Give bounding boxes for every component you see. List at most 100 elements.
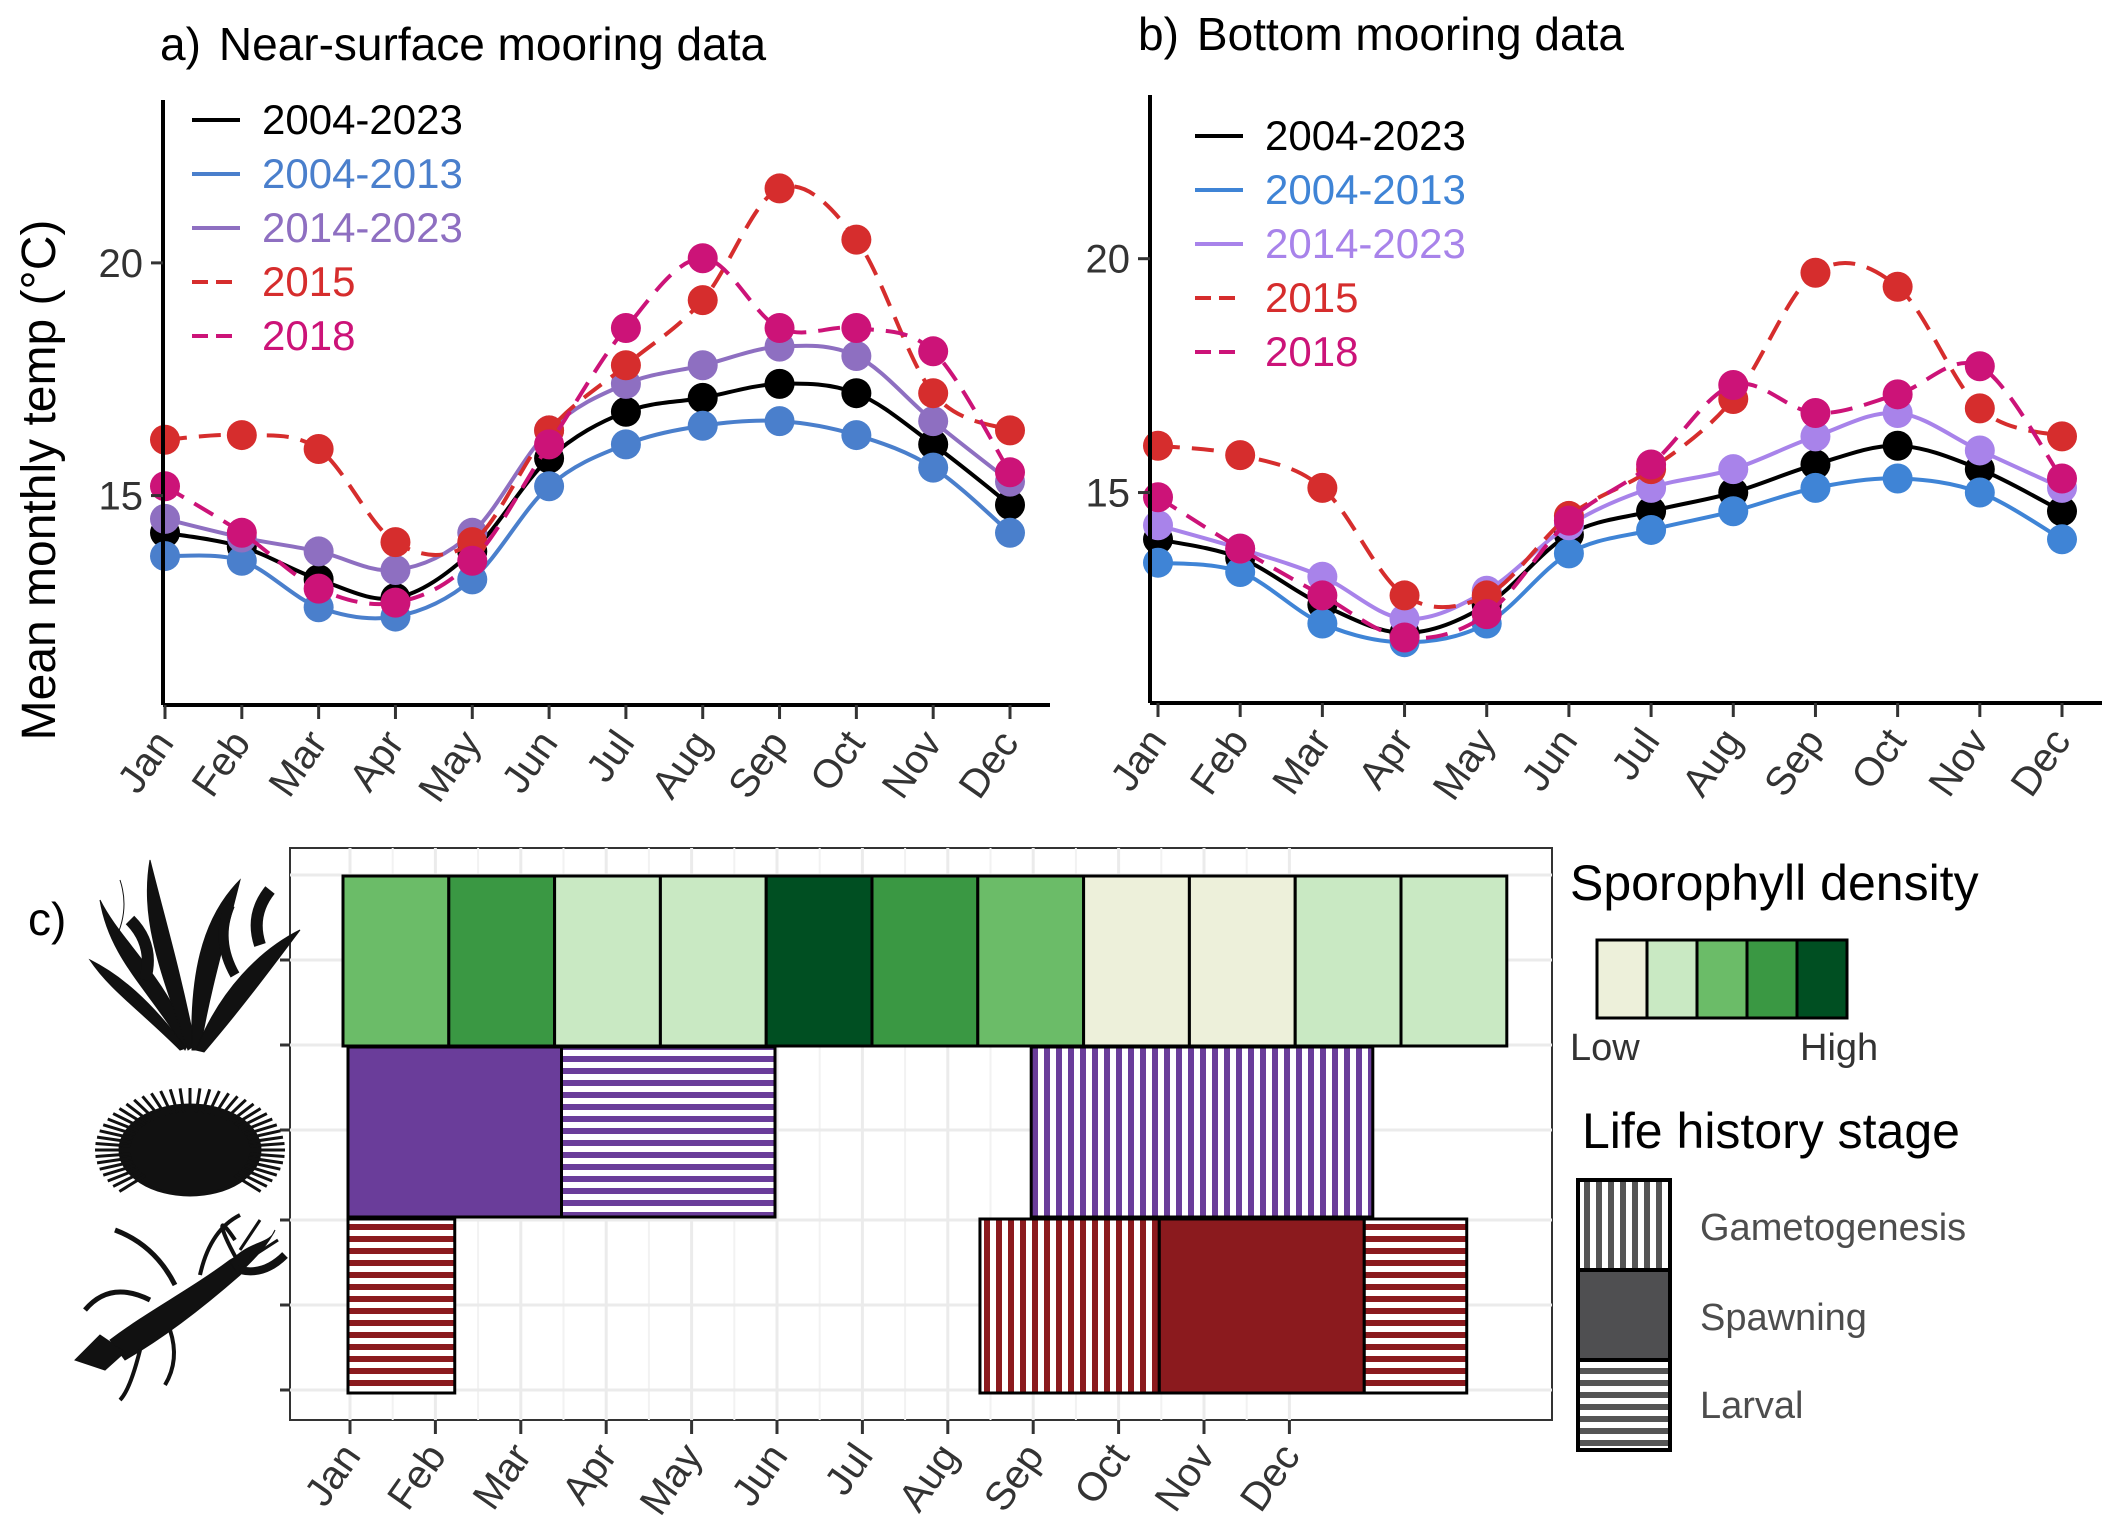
data-point-2004-2013-Feb (226, 545, 257, 576)
data-point-2014-2023-Apr (380, 555, 411, 586)
x-tick-label-May: May (410, 723, 489, 810)
series-line-2004-2023 (164, 381, 1012, 601)
density-swatch-5 (1795, 938, 1849, 1020)
data-point-2014-2023-Oct (841, 340, 872, 371)
data-point-2018-Sep (1800, 398, 1831, 429)
data-point-2018-Aug (687, 243, 718, 274)
legend-label-2015: 2015 (262, 258, 355, 305)
kelp-density-tile-6 (870, 874, 980, 1048)
data-point-2018-Nov (1964, 351, 1995, 382)
series-2004-2023 (150, 368, 1025, 613)
data-point-2018-Nov (918, 336, 949, 367)
data-point-2014-2023-Mar (303, 536, 334, 567)
legend-label-2014-2023: 2014-2023 (262, 204, 463, 251)
stage-block-urchin-Gametogenesis-2 (1029, 1045, 1375, 1219)
data-point-2015-Feb (226, 420, 257, 451)
x-tick-label-Oct: Oct (802, 723, 874, 799)
x-tick-label-Aug: Aug (643, 723, 720, 807)
data-point-2004-2013-Nov (918, 452, 949, 483)
urchin-spine (237, 1170, 268, 1188)
data-point-2018-Oct (841, 313, 872, 344)
x-tick-label-Oct: Oct (1843, 721, 1915, 797)
data-point-2004-2013-Oct (841, 420, 872, 451)
data-point-2014-2023-Jan (1143, 510, 1173, 541)
panel-b-plot (1143, 257, 2077, 658)
urchin-spine (201, 1088, 212, 1114)
x-tick-label-c-Nov: Nov (1147, 1436, 1224, 1520)
data-point-2018-Jul (610, 313, 641, 344)
urchin-spine (246, 1129, 281, 1140)
y-tick-label-15: 15 (99, 475, 144, 519)
stage-block-urchin-Larval-1 (560, 1045, 777, 1219)
urchin-spine (102, 1164, 136, 1177)
x-tick-label-c-May: May (632, 1436, 711, 1523)
x-tick-label-c-Apr: Apr (554, 1436, 626, 1512)
x-tick-label-Dec: Dec (951, 723, 1028, 807)
x-tick-label-Sep: Sep (720, 723, 797, 807)
urchin-spine (248, 1135, 284, 1144)
data-point-2015-Dec (2047, 421, 2077, 452)
data-point-2015-Jul (610, 350, 641, 381)
data-point-2004-2023-Oct (841, 378, 872, 409)
data-point-2018-Oct (1882, 379, 1913, 410)
legend-label-2004-2013: 2004-2013 (262, 150, 463, 197)
data-point-2015-Mar (1307, 472, 1338, 503)
x-tick-label-Feb: Feb (1182, 721, 1258, 803)
kelp-density-tile-10 (1293, 874, 1403, 1048)
data-point-2018-Dec (995, 457, 1025, 488)
urchin-spine (141, 1095, 162, 1119)
data-point-2014-2023-Aug (1718, 454, 1749, 485)
data-point-2018-May (1471, 599, 1502, 630)
stage-label-larval: Larval (1700, 1385, 1804, 1427)
lobster-icon (74, 1213, 288, 1402)
urchin-spine (96, 1135, 132, 1144)
urchin-spine (95, 1152, 131, 1158)
legend-label-2004-2023: 2004-2023 (262, 96, 463, 143)
series-line-2014-2023 (164, 343, 1012, 573)
x-tick-label-Apr: Apr (1350, 721, 1422, 797)
data-point-2018-Jul (1636, 449, 1667, 480)
data-point-2004-2013-Nov (1964, 477, 1995, 508)
data-point-2004-2013-Oct (1882, 463, 1913, 494)
x-tick-label-Jan: Jan (109, 723, 182, 801)
urchin-spine (118, 1174, 147, 1193)
x-tick-label-Apr: Apr (341, 723, 413, 799)
y-tick-label-20: 20 (1086, 238, 1131, 282)
urchin-icon (95, 1088, 285, 1197)
urchin-spine (107, 1167, 139, 1183)
kelp-density-tile-2 (447, 874, 557, 1048)
urchin-spine (244, 1123, 278, 1136)
urchin-spine (118, 1107, 147, 1126)
x-tick-label-c-Sep: Sep (976, 1436, 1053, 1520)
legend-label-2014-2023: 2014-2023 (1265, 220, 1466, 267)
x-tick-label-c-Jul: Jul (816, 1436, 881, 1503)
data-point-2015-Apr (1389, 580, 1420, 611)
urchin-spine (249, 1152, 285, 1158)
data-point-2014-2023-Sep (1800, 421, 1831, 452)
series-line-2004-2013 (164, 418, 1012, 621)
data-point-2018-Mar (1307, 580, 1338, 611)
x-tick-label-Nov: Nov (1920, 721, 1997, 805)
urchin-spine (241, 1167, 273, 1183)
x-tick-label-c-Jun: Jun (723, 1436, 796, 1514)
data-point-2004-2013-Jan (1143, 547, 1173, 578)
y-tick-label-15: 15 (1086, 472, 1131, 516)
data-point-2015-Aug (687, 285, 718, 316)
data-point-2004-2023-Jul (610, 396, 641, 427)
stage-key-larval (1576, 1358, 1672, 1452)
x-tick-label-c-Oct: Oct (1066, 1436, 1138, 1512)
stage-label-spawning: Spawning (1700, 1297, 1867, 1339)
data-point-2014-2023-Nov (1964, 435, 1995, 466)
data-point-2018-Apr (1389, 622, 1420, 653)
legend-label-2004-2023: 2004-2023 (1265, 112, 1466, 159)
x-tick-label-Mar: Mar (260, 723, 336, 805)
data-point-2014-2023-Aug (687, 350, 718, 381)
data-point-2015-Oct (841, 224, 872, 255)
x-tick-label-Jan: Jan (1102, 721, 1175, 799)
kelp-density-tile-8 (1082, 874, 1191, 1048)
data-point-2018-May (457, 545, 488, 576)
data-point-2004-2013-Sep (764, 406, 795, 437)
x-tick-label-c-Jan: Jan (296, 1436, 369, 1514)
stage-block-lobster-Gametogenesis-4 (978, 1217, 1161, 1395)
urchin-spine (99, 1129, 134, 1140)
